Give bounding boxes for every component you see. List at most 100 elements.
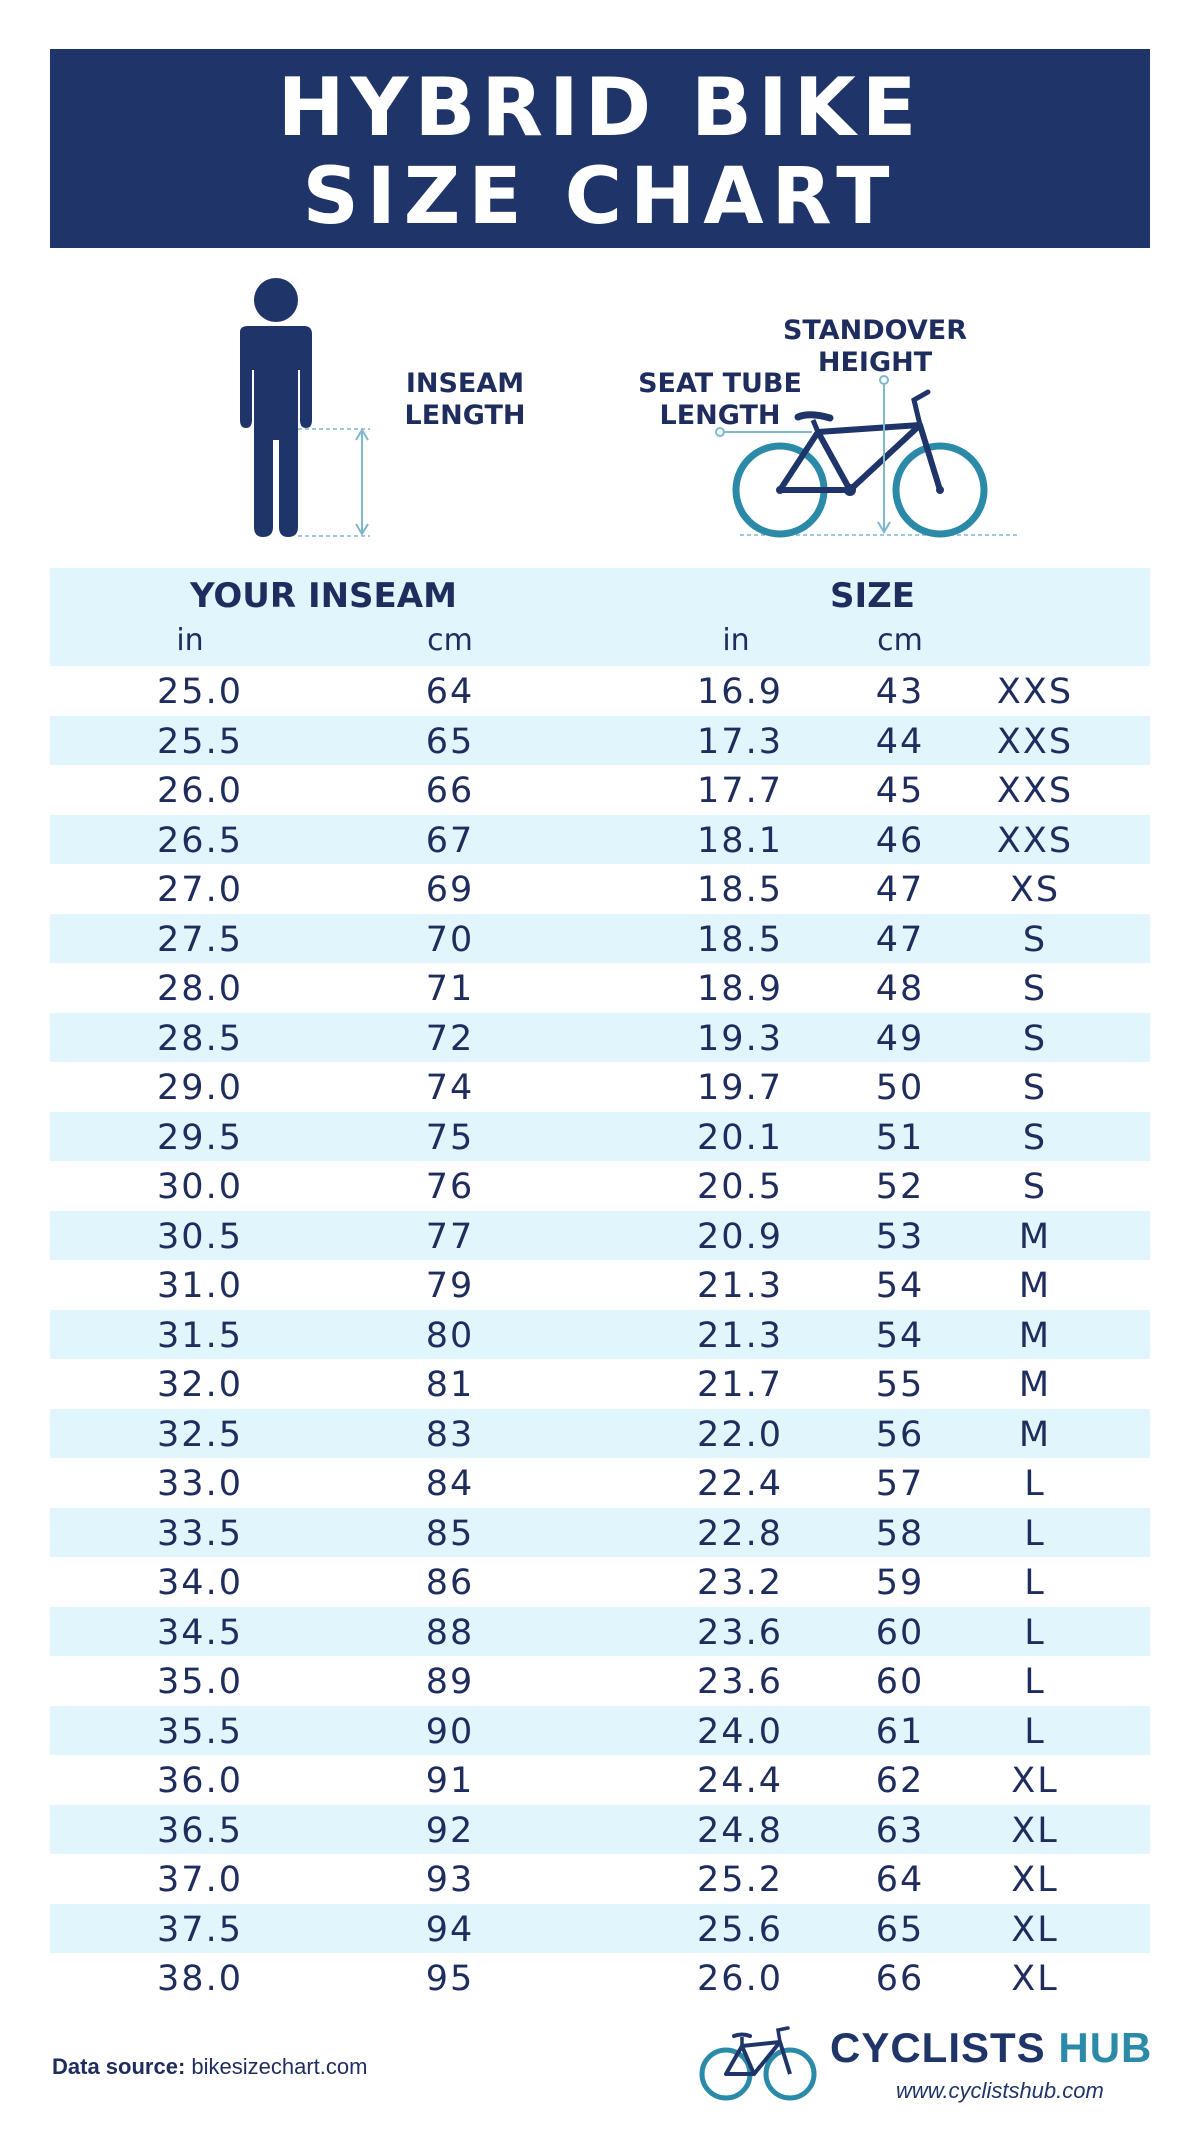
- title-line-2: SIZE CHART: [302, 152, 898, 242]
- inseam-cm-cell: 85: [425, 1513, 475, 1554]
- table-row: 35.5 90 24.0 61 L: [50, 1705, 1150, 1755]
- inseam-in-cell: 32.5: [157, 1414, 243, 1455]
- size-letter-cell: S: [1022, 1068, 1048, 1108]
- table-row: 27.5 70 18.5 47 S: [50, 913, 1150, 963]
- inseam-cm-cell: 84: [425, 1464, 475, 1504]
- brand-name: CYCLISTS HUB: [830, 2024, 1152, 2072]
- frame-cm-cell: 47: [875, 870, 925, 910]
- standover-height-label: STANDOVER HEIGHT: [780, 315, 970, 379]
- frame-cm-cell: 59: [875, 1563, 925, 1603]
- frame-cm-cell: 48: [875, 969, 925, 1009]
- inseam-in-cell: 31.5: [157, 1315, 243, 1356]
- inseam-cm-cell: 72: [425, 1018, 475, 1059]
- frame-cm-cell: 60: [875, 1612, 925, 1653]
- inseam-label-line-1: INSEAM: [405, 368, 525, 399]
- size-letter-cell: XS: [1009, 870, 1061, 910]
- seat-tube-label-line-2: LENGTH: [659, 400, 781, 431]
- frame-cm-cell: 44: [875, 721, 925, 762]
- inseam-in-cell: 28.0: [157, 969, 243, 1009]
- inseam-cm-cell: 67: [425, 820, 475, 861]
- table-row: 38.0 95 26.0 66 XL: [50, 1953, 1150, 2003]
- frame-cm-cell: 45: [875, 771, 925, 811]
- frame-in-cell: 17.7: [697, 771, 783, 811]
- frame-in-cell: 18.5: [697, 870, 783, 910]
- table-row: 32.0 81 21.7 55 M: [50, 1359, 1150, 1409]
- inseam-cm-cell: 89: [425, 1662, 475, 1702]
- inseam-cm-cell: 74: [425, 1068, 475, 1108]
- size-cm-unit: cm: [877, 623, 923, 658]
- data-source-value: bikesizechart.com: [191, 2054, 368, 2079]
- size-letter-cell: L: [1024, 1711, 1046, 1752]
- inseam-in-cell: 30.0: [157, 1167, 243, 1207]
- table-row: 25.5 65 17.3 44 XXS: [50, 715, 1150, 765]
- size-letter-cell: XL: [1011, 1810, 1059, 1851]
- inseam-in-cell: 31.0: [157, 1266, 243, 1306]
- inseam-in-cell: 34.0: [157, 1563, 243, 1603]
- size-letter-cell: XXS: [996, 820, 1074, 861]
- frame-in-cell: 23.6: [697, 1662, 783, 1702]
- inseam-in-cell: 38.0: [157, 1959, 243, 1999]
- size-letter-cell: S: [1022, 919, 1048, 960]
- frame-cm-cell: 63: [875, 1810, 925, 1851]
- frame-in-cell: 25.2: [697, 1860, 783, 1900]
- inseam-cm-cell: 94: [425, 1909, 475, 1950]
- inseam-cm-cell: 76: [425, 1167, 475, 1207]
- table-body: 25.0 64 16.9 43 XXS 25.5 65 17.3 44 XXS 26.0 66 17.7…: [50, 666, 1150, 2003]
- size-letter-cell: XXS: [996, 721, 1074, 762]
- inseam-in-cell: 34.5: [157, 1612, 243, 1653]
- inseam-cm-cell: 77: [425, 1216, 475, 1257]
- frame-in-cell: 20.9: [697, 1216, 783, 1257]
- inseam-in-cell: 36.0: [157, 1761, 243, 1801]
- frame-in-cell: 16.9: [697, 672, 783, 712]
- table-row: 26.5 67 18.1 46 XXS: [50, 814, 1150, 864]
- inseam-cm-cell: 64: [425, 672, 475, 712]
- inseam-cm-cell: 93: [425, 1860, 475, 1900]
- inseam-in-cell: 28.5: [157, 1018, 243, 1059]
- your-inseam-header: YOUR INSEAM: [190, 576, 457, 616]
- size-letter-cell: XL: [1011, 1761, 1059, 1801]
- size-letter-cell: L: [1024, 1612, 1046, 1653]
- frame-cm-cell: 60: [875, 1662, 925, 1702]
- table-row: 33.5 85 22.8 58 L: [50, 1507, 1150, 1557]
- frame-cm-cell: 43: [875, 672, 925, 712]
- inseam-cm-cell: 90: [425, 1711, 475, 1752]
- size-letter-cell: XL: [1011, 1909, 1059, 1950]
- table-row: 29.0 74 19.7 50 S: [50, 1062, 1150, 1112]
- inseam-label-line-2: LENGTH: [404, 400, 526, 431]
- table-header: YOUR INSEAM SIZE in cm in cm: [50, 568, 1150, 666]
- frame-in-cell: 18.9: [697, 969, 783, 1009]
- data-source-label: Data source:: [52, 2054, 186, 2079]
- frame-in-cell: 18.5: [697, 919, 783, 960]
- inseam-cm-cell: 95: [425, 1959, 475, 1999]
- frame-in-cell: 22.0: [697, 1414, 783, 1455]
- standover-label-line-1: STANDOVER: [782, 315, 968, 346]
- inseam-cm-cell: 88: [425, 1612, 475, 1653]
- frame-in-cell: 21.7: [697, 1365, 783, 1405]
- table-row: 26.0 66 17.7 45 XXS: [50, 765, 1150, 815]
- size-header: SIZE: [830, 576, 916, 616]
- frame-in-cell: 24.0: [697, 1711, 783, 1752]
- frame-cm-cell: 66: [875, 1959, 925, 1999]
- frame-cm-cell: 61: [875, 1711, 925, 1752]
- frame-cm-cell: 47: [875, 919, 925, 960]
- frame-in-cell: 23.2: [697, 1563, 783, 1603]
- frame-cm-cell: 50: [875, 1068, 925, 1108]
- size-letter-cell: M: [1018, 1414, 1052, 1455]
- size-letter-cell: L: [1024, 1563, 1046, 1603]
- frame-in-cell: 21.3: [697, 1315, 783, 1356]
- inseam-in-cell: 27.0: [157, 870, 243, 910]
- seat-tube-length-label: SEAT TUBE LENGTH: [630, 368, 810, 432]
- inseam-in-cell: 30.5: [157, 1216, 243, 1257]
- inseam-cm-cell: 92: [425, 1810, 475, 1851]
- size-letter-cell: XL: [1011, 1959, 1059, 1999]
- inseam-cm-cell: 79: [425, 1266, 475, 1306]
- size-letter-cell: S: [1022, 1117, 1048, 1158]
- inseam-in-cell: 33.0: [157, 1464, 243, 1504]
- size-letter-cell: XL: [1011, 1860, 1059, 1900]
- frame-cm-cell: 64: [875, 1860, 925, 1900]
- brand-name-part-1: CYCLISTS: [830, 2024, 1046, 2071]
- frame-in-cell: 20.1: [697, 1117, 783, 1158]
- size-letter-cell: XXS: [996, 771, 1074, 811]
- frame-in-cell: 22.4: [697, 1464, 783, 1504]
- table-row: 31.5 80 21.3 54 M: [50, 1309, 1150, 1359]
